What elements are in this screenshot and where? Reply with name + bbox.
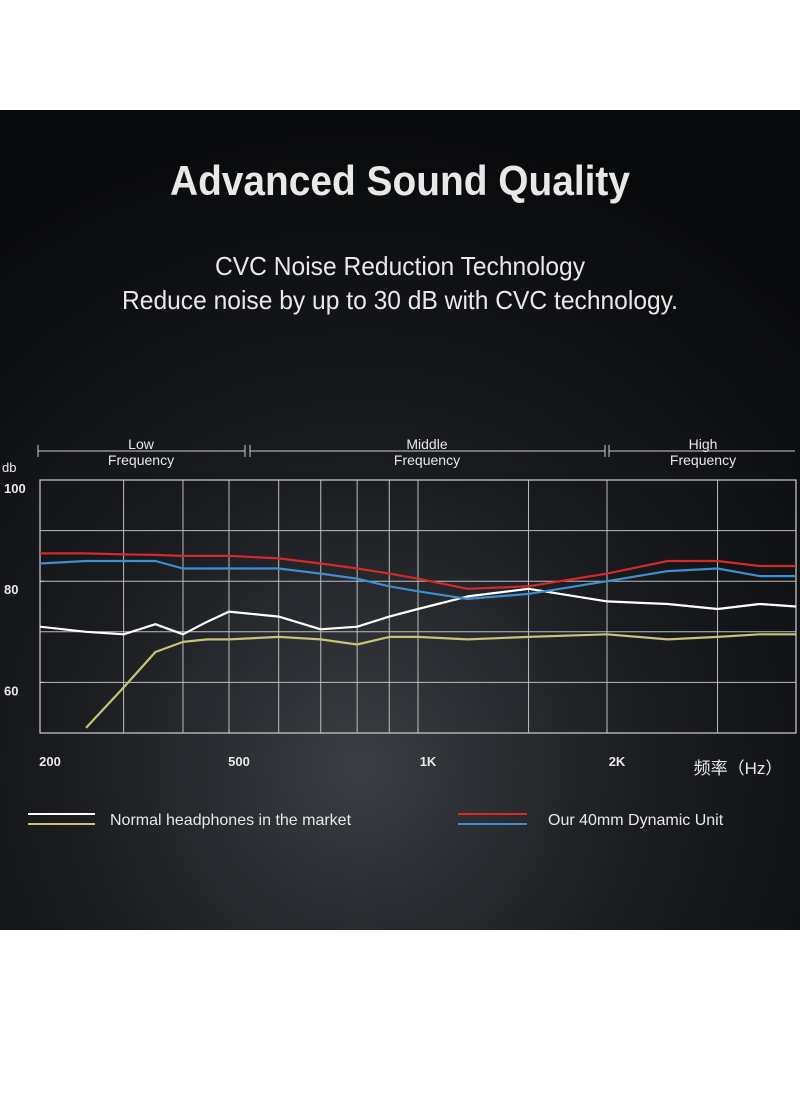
x-tick-label: 1K bbox=[420, 754, 437, 769]
band-brackets bbox=[37, 445, 795, 457]
x-tick-label: 500 bbox=[228, 754, 250, 769]
response-line bbox=[39, 587, 797, 636]
x-axis-label: 频率（Hz） bbox=[694, 759, 783, 778]
band-label: Middle bbox=[406, 436, 447, 452]
response-line bbox=[85, 633, 796, 729]
band-label: High bbox=[689, 436, 718, 452]
band-label: Frequency bbox=[108, 452, 174, 468]
x-tick-label: 200 bbox=[39, 754, 61, 769]
legend-label: Normal headphones in the market bbox=[110, 812, 352, 829]
legend-label: Our 40mm Dynamic Unit bbox=[548, 812, 724, 829]
subtitle: CVC Noise Reduction Technology bbox=[215, 251, 585, 281]
response-line bbox=[40, 552, 796, 590]
response-line bbox=[39, 559, 796, 600]
x-tick-label: 2K bbox=[609, 754, 626, 769]
legend: Normal headphones in the market Our 40mm … bbox=[28, 812, 724, 829]
band-label: Frequency bbox=[394, 452, 460, 468]
y-tick-label: 80 bbox=[4, 582, 18, 597]
y-tick-label: 60 bbox=[4, 683, 18, 698]
title: Advanced Sound Quality bbox=[170, 157, 631, 204]
background bbox=[0, 110, 800, 930]
band-label: Frequency bbox=[670, 452, 736, 468]
band-label: Low bbox=[128, 436, 155, 452]
y-axis-label: db bbox=[2, 460, 16, 475]
subtitle: Reduce noise by up to 30 dB with CVC tec… bbox=[122, 285, 678, 315]
y-tick-label: 100 bbox=[4, 481, 26, 496]
